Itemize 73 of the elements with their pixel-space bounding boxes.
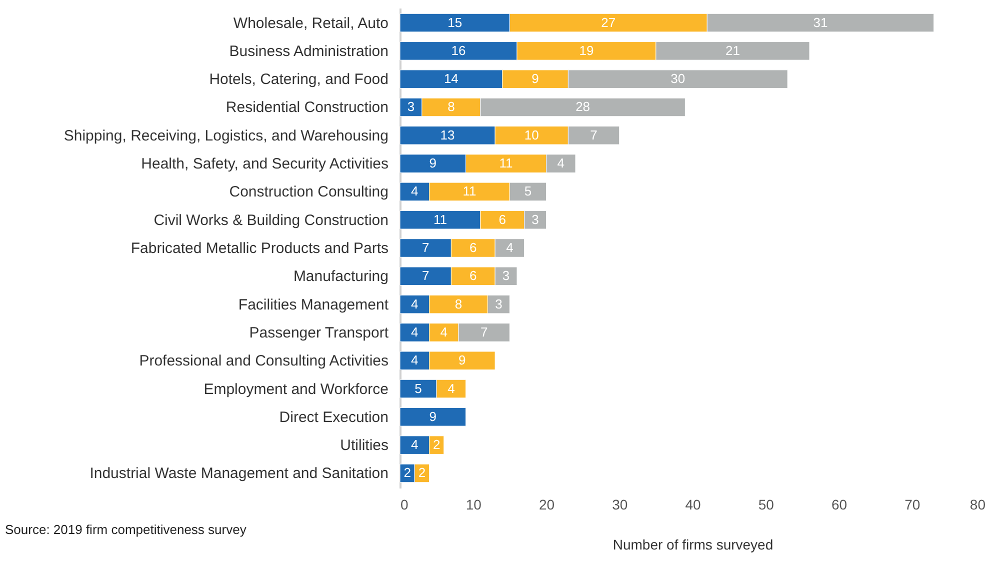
data-label: 15 bbox=[448, 14, 462, 30]
data-label: 16 bbox=[451, 42, 466, 58]
data-label: 19 bbox=[579, 42, 594, 58]
data-label: 30 bbox=[670, 71, 686, 86]
x-tick-label: 60 bbox=[831, 496, 848, 512]
x-tick-label: 50 bbox=[758, 496, 774, 512]
data-label: 4 bbox=[557, 156, 564, 171]
data-label: 21 bbox=[725, 42, 740, 58]
data-label: 3 bbox=[407, 99, 415, 114]
data-label: 7 bbox=[422, 268, 430, 284]
data-label: 10 bbox=[524, 127, 539, 142]
y-tick-label: Manufacturing bbox=[293, 268, 388, 286]
y-tick-label: Facilities Management bbox=[238, 296, 390, 314]
y-tick-label: Professional and Consulting Activities bbox=[139, 352, 388, 370]
y-tick-label: Health, Safety, and Security Activities bbox=[141, 156, 388, 173]
data-label: 6 bbox=[470, 268, 477, 284]
data-label: 14 bbox=[444, 71, 458, 86]
y-tick-label: Direct Execution bbox=[279, 408, 388, 426]
data-label: 28 bbox=[576, 99, 590, 114]
y-tick-label: Wholesale, Retail, Auto bbox=[233, 14, 388, 32]
data-label: 4 bbox=[411, 324, 418, 340]
data-label: 31 bbox=[813, 14, 828, 30]
data-label: 13 bbox=[440, 127, 455, 142]
data-label: 2 bbox=[432, 437, 440, 452]
data-label: 8 bbox=[454, 296, 462, 312]
x-tick-label: 10 bbox=[466, 496, 482, 512]
y-tick-label: Business Administration bbox=[229, 42, 388, 60]
y-tick-label: Residential Construction bbox=[226, 99, 388, 116]
data-label: 5 bbox=[524, 184, 532, 199]
x-tick-label: 0 bbox=[400, 496, 408, 512]
y-tick-label: Industrial Waste Management and Sanitation bbox=[90, 465, 388, 482]
x-tick-label: 40 bbox=[685, 496, 701, 512]
data-label: 7 bbox=[422, 240, 430, 255]
data-label: 4 bbox=[411, 184, 418, 199]
data-label: 6 bbox=[470, 240, 477, 255]
data-label: 7 bbox=[590, 127, 598, 142]
data-label: 7 bbox=[480, 324, 488, 340]
data-label: 4 bbox=[411, 352, 418, 368]
y-tick-label: Passenger Transport bbox=[249, 324, 390, 342]
data-label: 27 bbox=[601, 14, 616, 30]
y-tick-label: Civil Works & Building Construction bbox=[154, 212, 388, 229]
data-label: 4 bbox=[411, 296, 418, 312]
data-label: 11 bbox=[499, 156, 513, 171]
data-label: 4 bbox=[448, 380, 455, 396]
data-label: 5 bbox=[414, 380, 422, 396]
data-label: 8 bbox=[448, 99, 455, 114]
y-tick-label: Employment and Workforce bbox=[204, 380, 388, 398]
data-label: 3 bbox=[502, 268, 510, 284]
data-label: 4 bbox=[411, 437, 418, 452]
data-label: 6 bbox=[498, 212, 506, 227]
y-tick-label: Construction Consulting bbox=[229, 184, 388, 201]
data-label: 2 bbox=[418, 465, 426, 480]
data-label: 3 bbox=[532, 212, 539, 227]
x-tick-label: 80 bbox=[970, 496, 986, 512]
data-label: 4 bbox=[506, 240, 514, 255]
data-label: 3 bbox=[495, 296, 502, 312]
source-note: Source: 2019 firm competitiveness survey bbox=[5, 522, 247, 537]
y-tick-label: Hotels, Catering, and Food bbox=[209, 71, 388, 88]
data-label: 2 bbox=[404, 465, 411, 480]
x-axis-title: Number of firms surveyed bbox=[612, 536, 774, 552]
x-tick-label: 70 bbox=[904, 496, 920, 512]
data-label: 11 bbox=[433, 212, 447, 227]
y-tick-label: Shipping, Receiving, Logistics, and Warehousing bbox=[64, 127, 388, 144]
data-label: 4 bbox=[440, 324, 448, 340]
data-label: 9 bbox=[458, 352, 466, 368]
y-tick-label: Fabricated Metallic Products and Parts bbox=[130, 240, 388, 257]
data-label: 11 bbox=[462, 184, 476, 199]
x-tick-label: 30 bbox=[612, 496, 628, 512]
data-label: 9 bbox=[429, 156, 437, 171]
data-label: 9 bbox=[532, 71, 539, 86]
y-tick-label: Utilities bbox=[340, 437, 388, 454]
x-tick-label: 20 bbox=[538, 496, 555, 512]
data-label: 9 bbox=[429, 408, 437, 424]
